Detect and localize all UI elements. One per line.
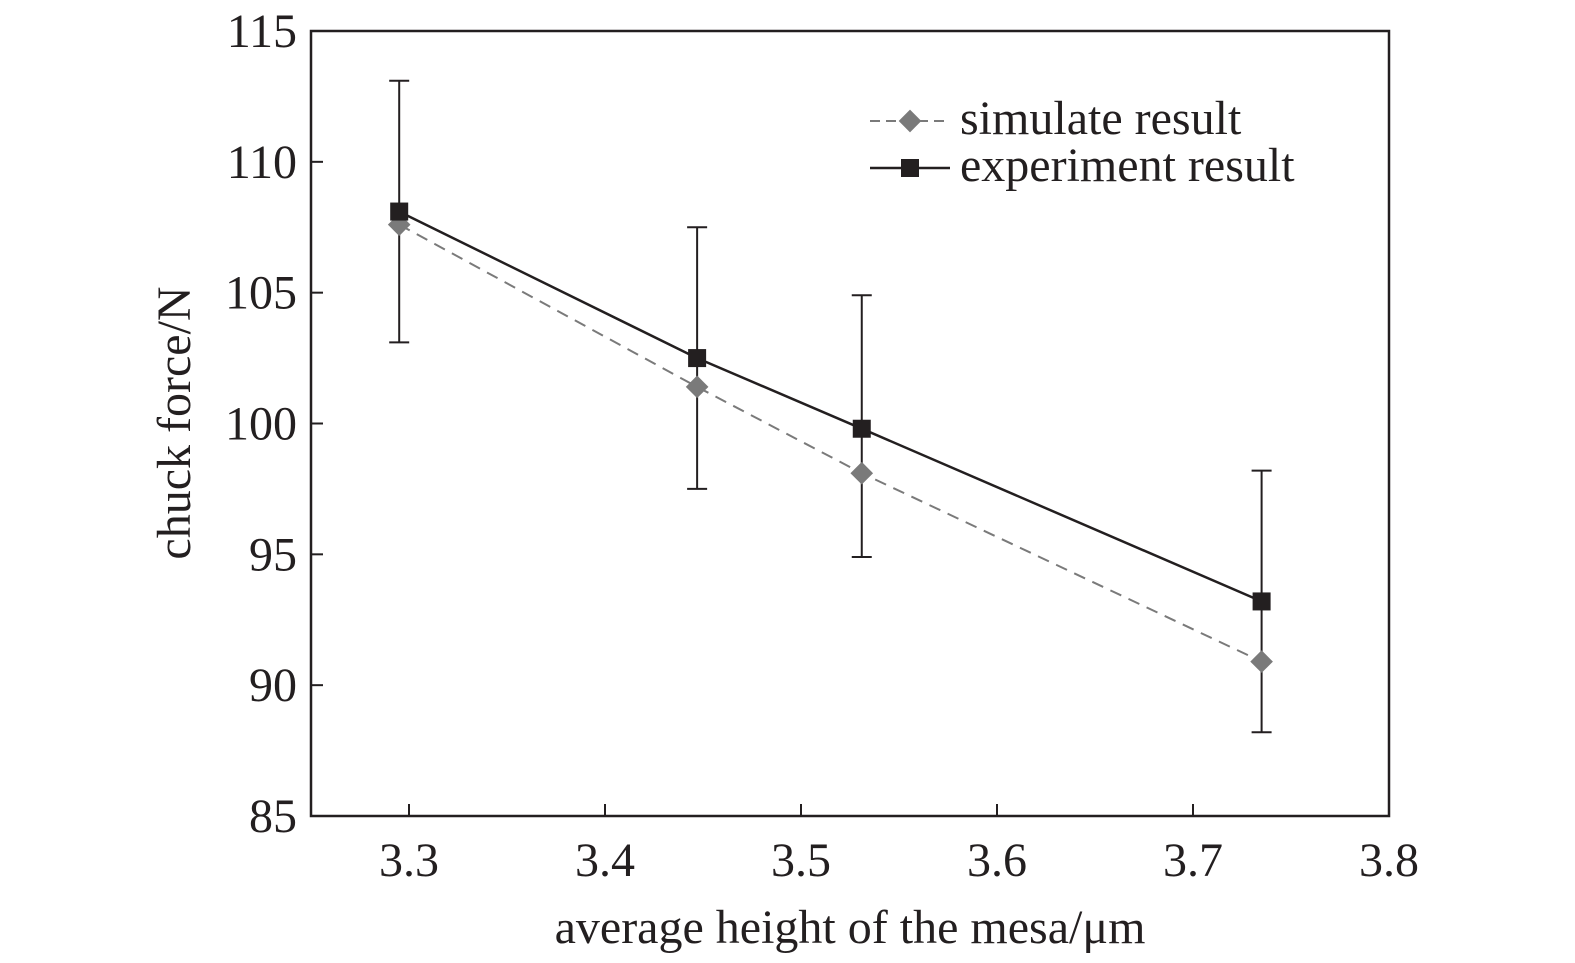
data-point-experiment bbox=[1252, 592, 1271, 611]
y-axis-title: chuck force/N bbox=[148, 286, 201, 559]
data-point-experiment bbox=[390, 202, 409, 221]
data-point-simulate bbox=[1250, 650, 1273, 673]
x-tick-label: 3.7 bbox=[1163, 834, 1223, 887]
x-tick-label: 3.6 bbox=[967, 834, 1027, 887]
tick-labels: 3.3 3.4 3.5 3.6 3.7 3.8 85 90 95 100 105 110 115 bbox=[225, 5, 1419, 887]
x-axis-title: average height of the mesa/μm bbox=[555, 901, 1146, 954]
legend: simulate result experiment result bbox=[870, 92, 1295, 192]
x-tick-label: 3.8 bbox=[1359, 834, 1419, 887]
y-tick-label: 110 bbox=[227, 136, 297, 189]
y-tick-label: 105 bbox=[225, 267, 297, 320]
y-tick-label: 85 bbox=[249, 790, 297, 843]
series-lines bbox=[398, 210, 1263, 663]
x-tick-label: 3.5 bbox=[771, 834, 831, 887]
y-tick-label: 115 bbox=[227, 5, 297, 58]
markers bbox=[387, 202, 1273, 673]
data-point-simulate bbox=[850, 461, 874, 485]
y-tick-label: 100 bbox=[225, 398, 297, 451]
legend-label-simulate: simulate result bbox=[960, 92, 1242, 145]
data-point-experiment bbox=[688, 349, 707, 368]
y-tick-label: 90 bbox=[249, 659, 297, 712]
x-tick-label: 3.3 bbox=[379, 834, 439, 887]
data-point-simulate bbox=[685, 375, 709, 399]
legend-label-experiment: experiment result bbox=[960, 139, 1295, 192]
legend-marker-experiment bbox=[901, 159, 919, 177]
legend-marker-simulate bbox=[898, 109, 922, 133]
series-line-simulate bbox=[398, 223, 1263, 663]
x-tick-label: 3.4 bbox=[575, 834, 635, 887]
ticks bbox=[311, 30, 1390, 817]
data-point-experiment bbox=[852, 419, 871, 438]
y-tick-label: 95 bbox=[249, 528, 297, 581]
series-line-experiment bbox=[398, 210, 1263, 603]
